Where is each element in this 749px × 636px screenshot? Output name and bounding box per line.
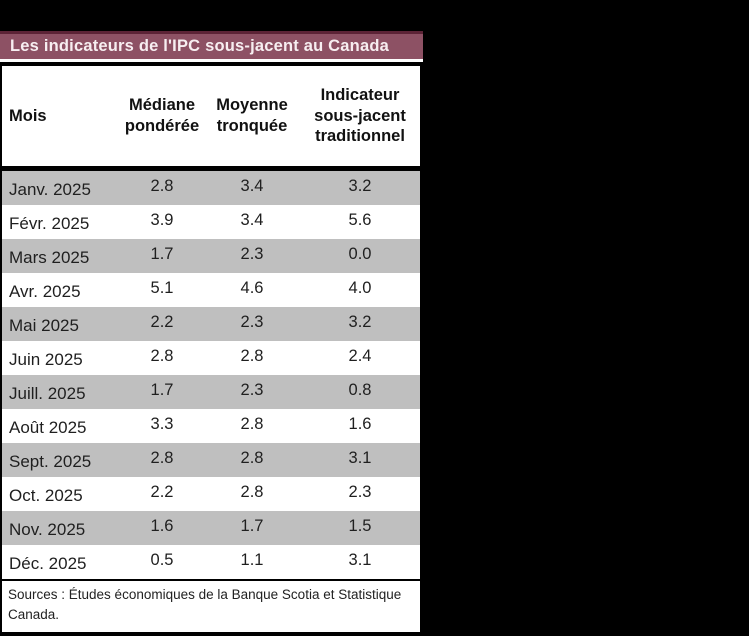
value-cell: 2.2 bbox=[150, 482, 174, 501]
value-cell: 3.2 bbox=[348, 176, 372, 195]
value-cell: 5.1 bbox=[150, 278, 174, 297]
value-cell: 0.0 bbox=[348, 244, 372, 263]
month-cell: Nov. 2025 bbox=[9, 519, 86, 539]
value-cell: 2.8 bbox=[240, 482, 264, 501]
value-cell: 1.7 bbox=[150, 380, 174, 399]
table-row: Juill. 2025 1.7 2.3 0.8 bbox=[2, 375, 420, 409]
value-cell: 0.8 bbox=[348, 380, 372, 399]
month-cell: Déc. 2025 bbox=[9, 553, 87, 573]
table-row: Nov. 2025 1.6 1.7 1.5 bbox=[2, 511, 420, 545]
month-cell: Juin 2025 bbox=[9, 349, 83, 369]
table-row: Avr. 2025 5.1 4.6 4.0 bbox=[2, 273, 420, 307]
value-cell: 2.8 bbox=[150, 448, 174, 467]
value-cell: 2.3 bbox=[240, 244, 264, 263]
value-cell: 1.7 bbox=[150, 244, 174, 263]
month-cell: Mars 2025 bbox=[9, 247, 90, 267]
column-header-weighted-median: Médiane pondérée bbox=[124, 96, 200, 135]
table-title: Les indicateurs de l'IPC sous-jacent au … bbox=[10, 37, 389, 55]
column-header-traditional-core: Indicateur sous-jacent traditionnel bbox=[314, 86, 406, 146]
table-row: Août 2025 3.3 2.8 1.6 bbox=[2, 409, 420, 443]
table-row: Janv. 2025 2.8 3.4 3.2 bbox=[2, 171, 420, 205]
value-cell: 2.3 bbox=[348, 482, 372, 501]
table-row: Mai 2025 2.2 2.3 3.2 bbox=[2, 307, 420, 341]
month-cell: Mai 2025 bbox=[9, 315, 79, 335]
month-cell: Sept. 2025 bbox=[9, 451, 92, 471]
value-cell: 4.0 bbox=[348, 278, 372, 297]
banner-divider bbox=[0, 59, 423, 62]
month-cell: Juill. 2025 bbox=[9, 383, 86, 403]
value-cell: 3.1 bbox=[348, 448, 372, 467]
column-header-trimmed-mean: Moyenne tronquée bbox=[216, 96, 288, 135]
value-cell: 2.2 bbox=[150, 312, 174, 331]
value-cell: 5.6 bbox=[348, 210, 372, 229]
month-cell: Août 2025 bbox=[9, 417, 87, 437]
sources-note: Sources : Études économiques de la Banqu… bbox=[2, 579, 420, 632]
value-cell: 2.8 bbox=[240, 414, 264, 433]
month-cell: Avr. 2025 bbox=[9, 281, 81, 301]
value-cell: 2.8 bbox=[240, 448, 264, 467]
value-cell: 3.2 bbox=[348, 312, 372, 331]
value-cell: 2.3 bbox=[240, 380, 264, 399]
value-cell: 4.6 bbox=[240, 278, 264, 297]
value-cell: 3.1 bbox=[348, 550, 372, 569]
value-cell: 1.1 bbox=[240, 550, 264, 569]
value-cell: 2.8 bbox=[150, 176, 174, 195]
value-cell: 3.4 bbox=[240, 210, 264, 229]
table-row: Déc. 2025 0.5 1.1 3.1 bbox=[2, 545, 420, 579]
table-body: Janv. 2025 2.8 3.4 3.2 Févr. 2025 3.9 3.4 5.6 Ma… bbox=[2, 171, 420, 579]
value-cell: 1.6 bbox=[348, 414, 372, 433]
table-title-banner: Les indicateurs de l'IPC sous-jacent au … bbox=[0, 31, 423, 59]
table-row: Oct. 2025 2.2 2.8 2.3 bbox=[2, 477, 420, 511]
value-cell: 1.5 bbox=[348, 516, 372, 535]
table-row: Févr. 2025 3.9 3.4 5.6 bbox=[2, 205, 420, 239]
value-cell: 2.3 bbox=[240, 312, 264, 331]
value-cell: 0.5 bbox=[150, 550, 174, 569]
value-cell: 3.9 bbox=[150, 210, 174, 229]
column-header-month: Mois bbox=[9, 106, 47, 125]
value-cell: 2.8 bbox=[240, 346, 264, 365]
table-row: Mars 2025 1.7 2.3 0.0 bbox=[2, 239, 420, 273]
value-cell: 2.4 bbox=[348, 346, 372, 365]
cpi-table-card: Les indicateurs de l'IPC sous-jacent au … bbox=[0, 31, 423, 634]
table-row: Juin 2025 2.8 2.8 2.4 bbox=[2, 341, 420, 375]
value-cell: 2.8 bbox=[150, 346, 174, 365]
table-header-row: Mois Médiane pondérée Moyenne tronquée I… bbox=[2, 66, 420, 171]
value-cell: 3.3 bbox=[150, 414, 174, 433]
value-cell: 1.7 bbox=[240, 516, 264, 535]
month-cell: Oct. 2025 bbox=[9, 485, 83, 505]
table-row: Sept. 2025 2.8 2.8 3.1 bbox=[2, 443, 420, 477]
month-cell: Févr. 2025 bbox=[9, 213, 90, 233]
value-cell: 3.4 bbox=[240, 176, 264, 195]
month-cell: Janv. 2025 bbox=[9, 179, 91, 199]
data-table: Mois Médiane pondérée Moyenne tronquée I… bbox=[0, 62, 423, 634]
value-cell: 1.6 bbox=[150, 516, 174, 535]
